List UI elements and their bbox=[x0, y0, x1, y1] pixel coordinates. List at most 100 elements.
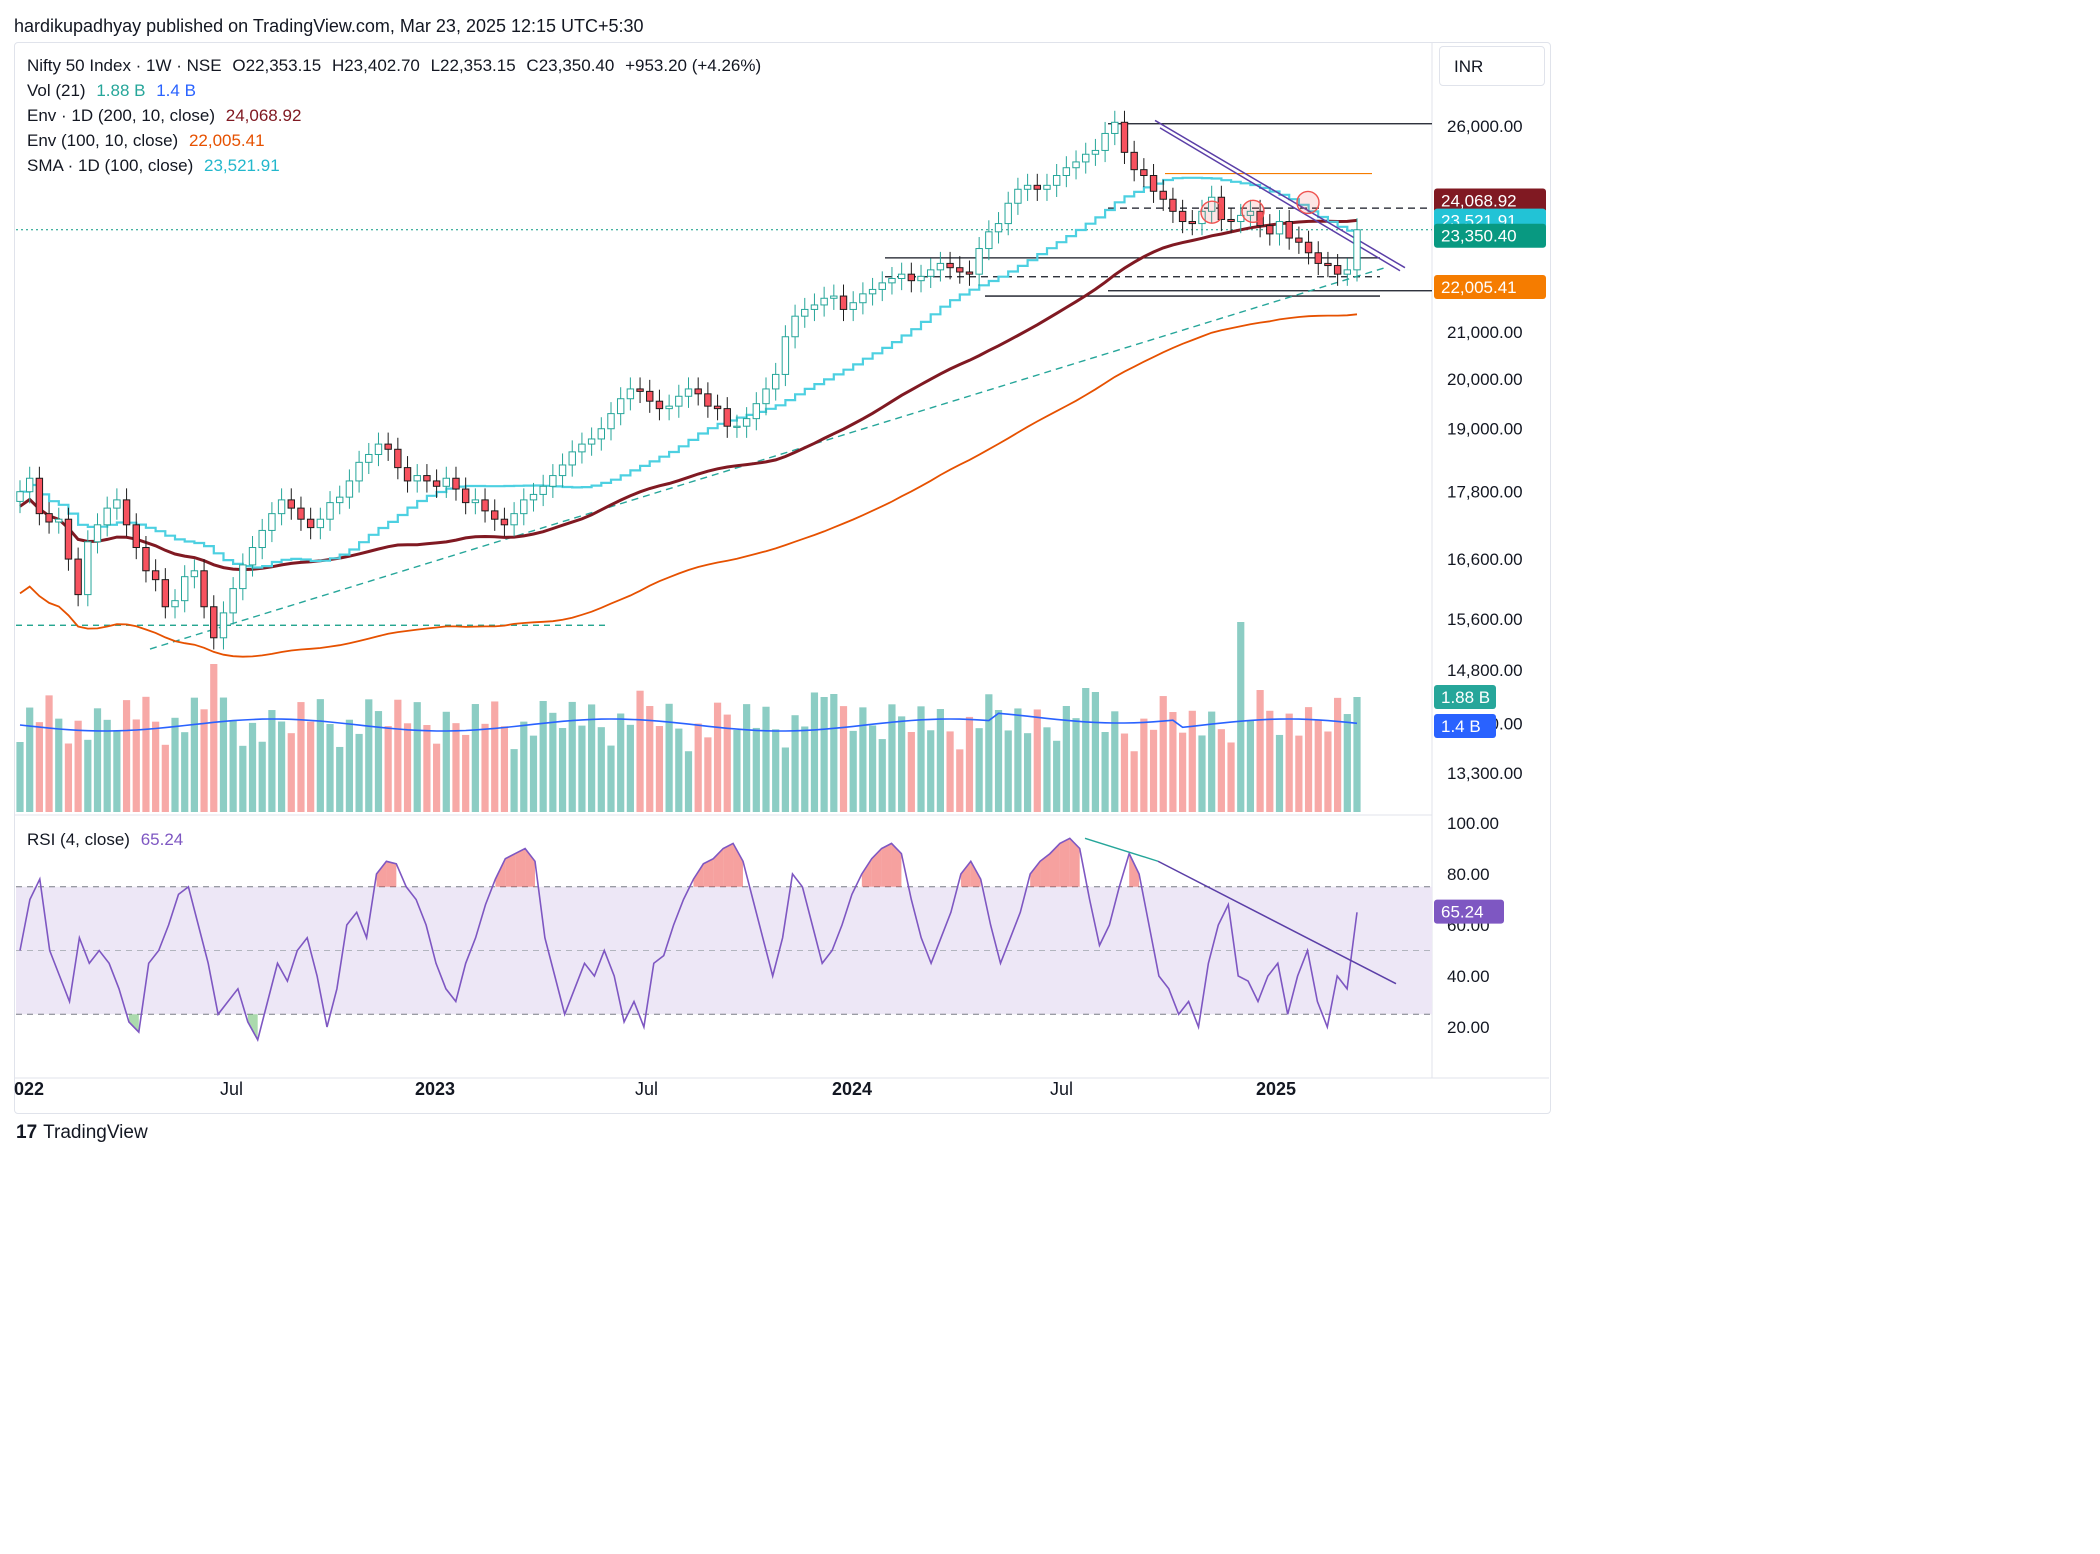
candle-body bbox=[1111, 121, 1119, 134]
candle-body bbox=[520, 499, 528, 515]
volume-bar bbox=[1004, 730, 1012, 812]
volume-bar bbox=[345, 719, 354, 812]
rsi-axis-label: 100.00 bbox=[1447, 814, 1499, 833]
time-axis-label: 022 bbox=[14, 1079, 44, 1099]
volume-bar bbox=[607, 745, 615, 812]
legend-high: H23,402.70 bbox=[331, 56, 420, 75]
currency-button[interactable]: INR bbox=[1439, 46, 1545, 86]
volume-bar bbox=[1237, 622, 1245, 812]
price-badge bbox=[1434, 714, 1496, 738]
candle-body bbox=[1159, 190, 1167, 200]
candle-body bbox=[820, 297, 828, 306]
price-badge bbox=[1434, 685, 1496, 709]
volume-bar bbox=[1314, 720, 1322, 812]
volume-bar bbox=[733, 730, 741, 812]
rsi-overbought-fill bbox=[505, 853, 516, 887]
rsi-overbought-fill bbox=[733, 843, 743, 887]
volume-bar bbox=[907, 732, 915, 812]
price-axis-label: 16,600.00 bbox=[1447, 550, 1523, 569]
candle-body bbox=[1130, 151, 1138, 171]
candle-body bbox=[229, 588, 237, 614]
volume-bar bbox=[316, 699, 324, 812]
volume-bar bbox=[84, 739, 92, 812]
chart-root: hardikupadhyay published on TradingView.… bbox=[14, 16, 1551, 1143]
candle-body bbox=[956, 267, 964, 273]
legend-env100-value: 22,005.41 bbox=[188, 131, 265, 150]
candle-body bbox=[1227, 218, 1235, 223]
legend-vol-label: Vol (21) bbox=[27, 81, 86, 100]
rsi-axis-label: 40.00 bbox=[1447, 967, 1490, 986]
legend-env200-value: 24,068.92 bbox=[225, 106, 302, 125]
legend-env200-label: Env · 1D (200, 10, close) bbox=[27, 106, 216, 125]
volume-bar bbox=[1043, 727, 1051, 812]
volume-bar bbox=[917, 706, 925, 812]
rsi-overbought-fill bbox=[525, 848, 535, 887]
candle-body bbox=[384, 443, 392, 450]
candle-body bbox=[200, 570, 208, 608]
candle-body bbox=[1324, 262, 1332, 267]
volume-bar bbox=[665, 703, 673, 812]
candle-body bbox=[510, 513, 518, 526]
legend-rsi-label: RSI (4, close) bbox=[27, 830, 130, 849]
volume-bar bbox=[336, 746, 344, 812]
price-badge-text: 22,005.41 bbox=[1441, 278, 1517, 297]
volume-bar bbox=[888, 704, 896, 812]
candle-body bbox=[258, 529, 266, 549]
volume-bar bbox=[113, 731, 121, 812]
candle-body bbox=[239, 564, 247, 590]
candle-body bbox=[103, 507, 111, 526]
candle-body bbox=[394, 448, 402, 469]
price-axis-label: 13,300.00 bbox=[1447, 764, 1523, 783]
candle-body bbox=[287, 499, 295, 509]
candle-body bbox=[481, 499, 489, 512]
volume-bar bbox=[1053, 740, 1061, 812]
volume-bar bbox=[1062, 705, 1070, 812]
legend-change: +953.20 (+4.26%) bbox=[625, 56, 762, 75]
candle-body bbox=[491, 510, 499, 520]
volume-group bbox=[16, 622, 1361, 812]
candle-body bbox=[830, 295, 838, 299]
volume-bar bbox=[684, 751, 693, 812]
volume-bar bbox=[1014, 708, 1022, 812]
volume-bar bbox=[704, 737, 712, 812]
rsi-overbought-fill bbox=[1030, 861, 1041, 887]
candle-body bbox=[549, 475, 557, 487]
price-badge-text: 23,521.91 bbox=[1441, 212, 1517, 231]
candle-body bbox=[403, 467, 412, 482]
volume-bar bbox=[568, 701, 576, 812]
rsi-oversold-fill bbox=[128, 1014, 139, 1033]
candle-body bbox=[636, 388, 644, 392]
candle-body bbox=[374, 443, 383, 455]
volume-bar bbox=[93, 708, 102, 812]
rsi-band-fill bbox=[16, 886, 1432, 1015]
volume-bar bbox=[1334, 697, 1342, 812]
volume-bar bbox=[219, 697, 228, 812]
candle-body bbox=[965, 271, 974, 275]
candle-body bbox=[771, 373, 780, 390]
candle-body bbox=[345, 480, 354, 498]
rsi-axis-label: 20.00 bbox=[1447, 1018, 1490, 1037]
legend-vol-ma-value: 1.4 B bbox=[156, 81, 196, 100]
time-axis-label: Jul bbox=[635, 1079, 658, 1099]
volume-bar bbox=[898, 716, 906, 812]
time-axis-label: 2024 bbox=[832, 1079, 872, 1099]
candle-body bbox=[607, 413, 615, 430]
candle-body bbox=[675, 395, 683, 407]
legend-close: C23,350.40 bbox=[526, 56, 615, 75]
price-axis-label: 20,000.00 bbox=[1447, 370, 1523, 389]
candle-body bbox=[355, 461, 363, 482]
brand-name: TradingView bbox=[43, 1122, 148, 1143]
env100-lower-line bbox=[19, 313, 1358, 658]
volume-bar bbox=[617, 713, 625, 812]
volume-bar bbox=[1275, 734, 1284, 812]
legend-rsi-row: RSI (4, close) 65.24 bbox=[27, 830, 189, 850]
rsi-overbought-fill bbox=[881, 843, 892, 887]
candles-group bbox=[16, 110, 1361, 650]
legend-vol-value: 1.88 B bbox=[96, 81, 146, 100]
price-badge bbox=[1434, 223, 1546, 248]
rsi-overbought-fill bbox=[861, 858, 872, 887]
candle-body bbox=[529, 493, 538, 501]
candle-body bbox=[839, 295, 848, 310]
volume-bar bbox=[859, 707, 867, 812]
time-axis-label: 2023 bbox=[415, 1079, 455, 1099]
